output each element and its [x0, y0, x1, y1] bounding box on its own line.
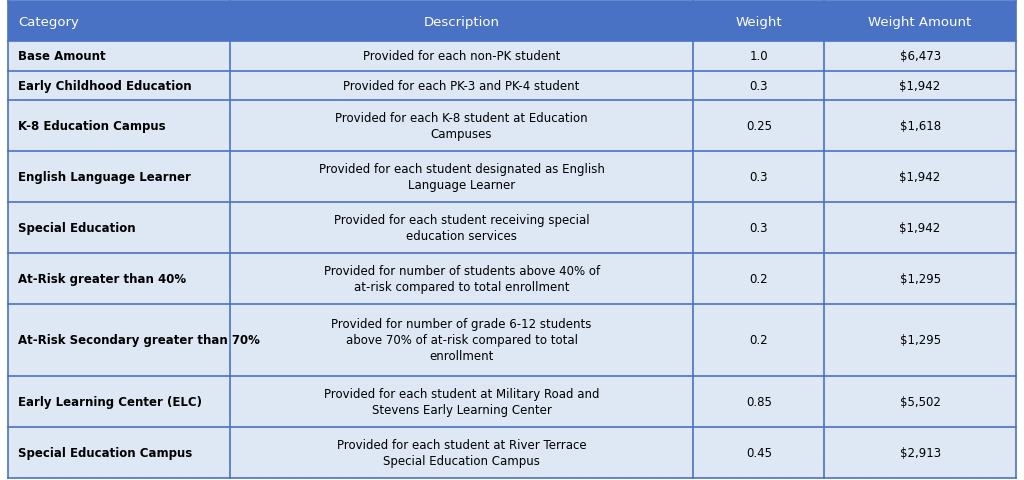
Text: $1,942: $1,942 — [899, 80, 941, 93]
Text: $1,295: $1,295 — [899, 334, 941, 347]
Text: 0.2: 0.2 — [750, 334, 768, 347]
Text: Provided for number of grade 6-12 students
above 70% of at-risk compared to tota: Provided for number of grade 6-12 studen… — [332, 318, 592, 362]
Text: $1,942: $1,942 — [899, 171, 941, 184]
Text: Special Education Campus: Special Education Campus — [18, 446, 193, 459]
Text: Category: Category — [18, 15, 79, 29]
Bar — [8, 253, 1016, 304]
Text: Provided for each student receiving special
education services: Provided for each student receiving spec… — [334, 214, 590, 242]
Text: Provided for each PK-3 and PK-4 student: Provided for each PK-3 and PK-4 student — [343, 80, 580, 93]
Text: 0.85: 0.85 — [745, 395, 772, 408]
Bar — [8, 42, 1016, 72]
Bar — [8, 101, 1016, 152]
Bar — [8, 427, 1016, 478]
Text: $1,295: $1,295 — [899, 272, 941, 285]
Bar — [8, 72, 1016, 101]
Text: English Language Learner: English Language Learner — [18, 171, 191, 184]
Text: Provided for each K-8 student at Education
Campuses: Provided for each K-8 student at Educati… — [335, 112, 588, 141]
Text: Weight: Weight — [735, 15, 782, 29]
Bar — [8, 2, 1016, 42]
Text: At-Risk Secondary greater than 70%: At-Risk Secondary greater than 70% — [18, 334, 260, 347]
Text: Early Childhood Education: Early Childhood Education — [18, 80, 193, 93]
Text: At-Risk greater than 40%: At-Risk greater than 40% — [18, 272, 186, 285]
Text: Provided for each non-PK student: Provided for each non-PK student — [362, 50, 560, 63]
Text: Weight Amount: Weight Amount — [868, 15, 972, 29]
Text: 1.0: 1.0 — [750, 50, 768, 63]
Text: $1,618: $1,618 — [899, 120, 941, 133]
Text: 0.2: 0.2 — [750, 272, 768, 285]
Text: Special Education: Special Education — [18, 221, 136, 234]
Text: 0.3: 0.3 — [750, 171, 768, 184]
Text: Description: Description — [424, 15, 500, 29]
Text: 0.25: 0.25 — [745, 120, 772, 133]
Text: $6,473: $6,473 — [899, 50, 941, 63]
Text: Early Learning Center (ELC): Early Learning Center (ELC) — [18, 395, 203, 408]
Text: 0.3: 0.3 — [750, 80, 768, 93]
Bar — [8, 152, 1016, 203]
Text: $5,502: $5,502 — [900, 395, 940, 408]
Text: Provided for each student at River Terrace
Special Education Campus: Provided for each student at River Terra… — [337, 438, 587, 467]
Text: Base Amount: Base Amount — [18, 50, 106, 63]
Bar — [8, 304, 1016, 376]
Text: $2,913: $2,913 — [899, 446, 941, 459]
Text: $1,942: $1,942 — [899, 221, 941, 234]
Bar — [8, 203, 1016, 253]
Text: Provided for each student designated as English
Language Learner: Provided for each student designated as … — [318, 163, 604, 192]
Text: Provided for number of students above 40% of
at-risk compared to total enrollmen: Provided for number of students above 40… — [324, 264, 600, 293]
Text: 0.45: 0.45 — [745, 446, 772, 459]
Bar — [8, 376, 1016, 427]
Text: K-8 Education Campus: K-8 Education Campus — [18, 120, 166, 133]
Text: 0.3: 0.3 — [750, 221, 768, 234]
Text: Provided for each student at Military Road and
Stevens Early Learning Center: Provided for each student at Military Ro… — [324, 387, 599, 416]
